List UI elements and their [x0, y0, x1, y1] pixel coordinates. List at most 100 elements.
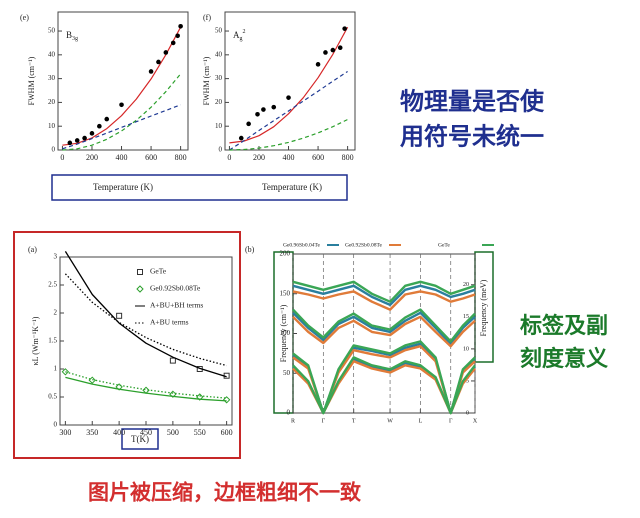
fit-line — [229, 70, 348, 151]
data-point — [156, 59, 161, 65]
data-point — [286, 95, 291, 100]
data-point — [119, 102, 124, 108]
data-point — [330, 47, 336, 53]
x-axis-label: Temperature (K) — [262, 182, 322, 192]
data-point — [255, 112, 260, 117]
y-tick-label: 2.5 — [48, 281, 57, 289]
x-tick-label: 600 — [221, 428, 233, 437]
phonon-branch — [292, 280, 476, 303]
model-line — [64, 273, 227, 367]
panel-label: (b) — [245, 245, 255, 254]
y-tick-label: 0 — [219, 146, 223, 154]
panel-label: (a) — [28, 245, 37, 254]
data-point — [261, 107, 266, 112]
x-tick-label: L — [419, 418, 423, 424]
phonon-branch — [292, 308, 476, 343]
x-tick-label: 800 — [175, 153, 187, 162]
xlabel-highlight — [121, 428, 159, 450]
note: 物理量是否使 — [400, 88, 545, 115]
legend-label: Ge0.92Sb0.08Te — [345, 242, 382, 248]
y-tick-label: 20 — [48, 98, 56, 106]
y-tick-label: 50 — [48, 27, 56, 35]
data-point — [175, 33, 180, 39]
y-tick-label: 20 — [215, 98, 223, 106]
x-tick-label: 600 — [145, 153, 157, 162]
xlabel-highlight — [51, 174, 348, 201]
y2-tick-label: 10 — [463, 346, 469, 352]
data-point — [61, 368, 70, 376]
y-tick-label: 50 — [215, 27, 223, 35]
x-tick-label: 400 — [116, 153, 128, 162]
x-tick-label: 350 — [86, 428, 98, 437]
data-point — [116, 312, 123, 319]
x-axis-label: T(K) — [131, 434, 149, 444]
y-tick-label: 10 — [48, 122, 56, 130]
data-point — [115, 383, 123, 391]
note: 刻度意义 — [520, 346, 608, 371]
data-point — [337, 45, 343, 50]
legend-label: A+BU terms — [150, 318, 189, 327]
y-tick-label: 100 — [280, 329, 291, 337]
legend-symbol — [137, 269, 143, 275]
y-tick-label: 3 — [54, 253, 58, 261]
y-tick-label: 0 — [287, 409, 291, 417]
fit-line — [62, 26, 182, 146]
y-tick-label: 1.5 — [48, 337, 57, 345]
series-label: B3g — [66, 30, 78, 42]
data-point — [82, 135, 87, 141]
y2-tick-label: 0 — [466, 410, 469, 416]
y2-tick-label: 20 — [463, 282, 469, 288]
panel-label: (e) — [20, 13, 29, 22]
fit-line — [62, 73, 182, 151]
x-tick-label: 400 — [113, 428, 125, 437]
x-tick-label: 200 — [86, 153, 98, 162]
data-point — [74, 138, 80, 143]
x-tick-label: 0 — [227, 153, 231, 162]
note: 标签及副 — [520, 313, 608, 338]
label-sup: 2 — [243, 29, 246, 35]
phonon-branch — [292, 284, 476, 307]
label-main: B — [66, 30, 72, 40]
series-label: Ag2 — [233, 29, 246, 42]
y-tick-label: 0 — [52, 146, 56, 154]
note: 用符号未统一 — [400, 122, 544, 150]
phonon-branch — [292, 315, 476, 348]
fit-line — [229, 118, 348, 151]
label-sub: g — [240, 36, 243, 42]
data-point — [67, 140, 73, 146]
y-tick-label: 30 — [48, 74, 56, 82]
data-point — [196, 393, 204, 401]
y2-tick-label: 5 — [466, 378, 469, 384]
model-line — [65, 371, 227, 399]
y-tick-label: 50 — [283, 369, 291, 377]
x-tick-label: 200 — [253, 153, 265, 162]
data-point — [169, 390, 177, 398]
y-tick-label: 150 — [280, 289, 291, 297]
label-sub: 3g — [72, 36, 78, 42]
model-line — [65, 376, 227, 402]
data-point — [97, 123, 102, 129]
y-tick-label: 0.5 — [48, 393, 57, 401]
x-tick-label: R — [291, 418, 295, 424]
y-tick-label: 2 — [54, 309, 58, 317]
data-point — [246, 121, 251, 127]
legend-symbol — [136, 285, 144, 293]
plot-frame — [57, 11, 189, 151]
y-axis-label: FWHM (cm⁻¹) — [202, 56, 211, 105]
data-point — [323, 50, 328, 55]
fit-line — [229, 26, 349, 144]
data-point — [169, 357, 176, 364]
model-line — [64, 251, 227, 378]
data-point — [315, 62, 321, 67]
y-tick-label: 1 — [54, 365, 58, 373]
data-point — [148, 69, 154, 74]
y-tick-label: 200 — [280, 250, 291, 258]
data-point — [163, 50, 169, 55]
x-tick-label: 400 — [283, 153, 295, 162]
data-point — [170, 40, 176, 46]
x-tick-label: 300 — [59, 428, 71, 437]
y2-tick-label: 15 — [463, 314, 469, 320]
x-tick-label: X — [473, 418, 478, 424]
x-tick-label: 500 — [167, 428, 179, 437]
